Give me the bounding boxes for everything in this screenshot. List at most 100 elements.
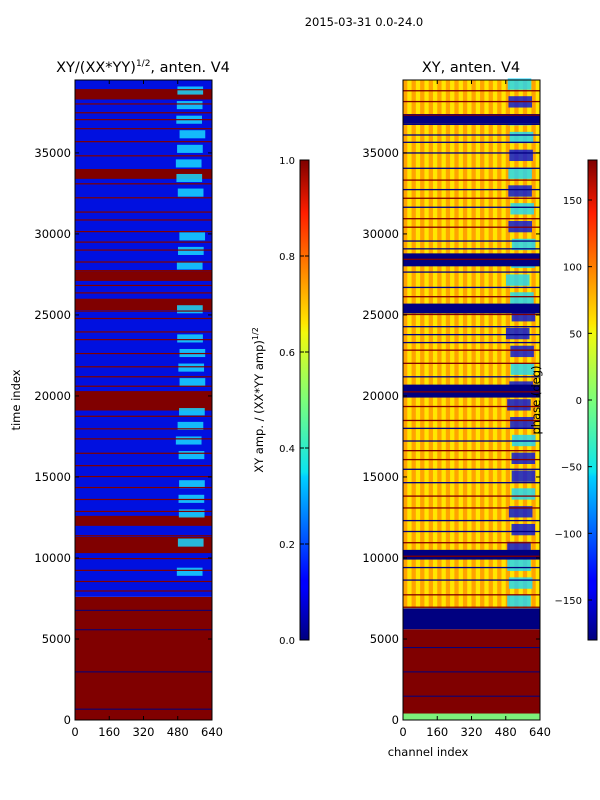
heat-line — [403, 197, 540, 199]
heat-stripe-orange — [445, 80, 451, 609]
heat-line — [403, 507, 540, 509]
heat-line-red — [75, 452, 212, 454]
heat-stripe-orange — [531, 80, 536, 609]
heat-patch-blue — [507, 541, 531, 554]
heat-line — [403, 240, 540, 242]
heat-patch-blue — [507, 595, 531, 607]
heat-line — [403, 123, 540, 126]
heat-stripe-orange — [437, 80, 442, 609]
heat-stripe-orange — [488, 80, 493, 609]
heat-patch-cyan — [177, 538, 204, 547]
y-tick-label: 15000 — [34, 470, 71, 484]
heat-patch-blue — [511, 523, 536, 536]
heat-line-red — [75, 385, 212, 387]
left-colorbar-gradient — [299, 159, 310, 641]
heat-line-red — [75, 590, 212, 592]
heat-line — [403, 482, 540, 484]
right-heatmap — [403, 78, 540, 720]
y-tick-label: 20000 — [362, 389, 399, 403]
heat-patch-cyan — [179, 130, 206, 139]
heat-patch-blue — [511, 452, 536, 464]
heat-line-red — [75, 169, 212, 171]
heat-patch-cyan — [177, 86, 204, 95]
heat-line-red — [75, 438, 212, 440]
x-tick-label: 0 — [399, 725, 406, 739]
heat-stripe-orange — [522, 80, 528, 609]
heat-line-red — [75, 211, 212, 213]
heat-line-red — [75, 498, 212, 501]
heat-band-lower — [75, 596, 212, 720]
y-tick-label: 30000 — [362, 227, 399, 241]
heat-line-red — [75, 141, 212, 143]
heat-line-red — [75, 535, 212, 537]
heat-line-red — [75, 310, 212, 312]
heat-line — [403, 376, 540, 378]
heat-line — [403, 419, 540, 422]
heat-line-red — [75, 557, 212, 560]
heat-patch-blue — [508, 167, 532, 179]
heat-line-red — [75, 406, 212, 409]
heat-line — [403, 542, 540, 544]
heat-line-red — [75, 366, 212, 368]
heat-patch-blue — [509, 131, 534, 144]
heat-line — [403, 326, 540, 328]
heat-patch-cyan — [179, 407, 205, 416]
heat-stripe-orange — [454, 80, 459, 609]
right-colorbar: −150 −100 −50 0 50 100 150 phase (deg) — [529, 159, 598, 641]
colorbar-tick-label: 0.0 — [279, 636, 295, 647]
colorbar-tick-label: −150 — [555, 596, 582, 607]
heat-line-red — [75, 580, 212, 583]
heat-patch-cyan — [177, 188, 204, 197]
left-panel-title: XY/(XX*YY)1/2, anten. V4 — [56, 59, 230, 76]
heat-line-red — [75, 128, 212, 130]
heat-line-red — [75, 300, 212, 302]
heat-band-red — [75, 515, 212, 526]
y-tick-label: 25000 — [34, 308, 71, 322]
heat-band-lower — [403, 629, 540, 720]
colorbar-tick-label: 0.2 — [279, 540, 295, 551]
heat-line — [403, 226, 540, 228]
heat-line-red — [75, 331, 212, 333]
heat-patch-blue — [511, 238, 536, 251]
colorbar-tick-label: 0.6 — [279, 348, 295, 359]
heat-line — [403, 134, 540, 136]
heat-band-red — [75, 271, 212, 281]
heat-line-red — [75, 292, 212, 294]
heat-line — [403, 90, 540, 92]
heat-line-blue — [75, 708, 212, 710]
heat-stripe-orange — [403, 80, 408, 609]
left-axes: 0 160 320 480 640 0 5000 10000 15000 20000 25000 30… — [34, 80, 223, 739]
y-tick-label: 20000 — [34, 389, 71, 403]
heat-stripe-orange — [514, 80, 519, 609]
heat-line — [403, 152, 540, 154]
heat-line-red — [75, 352, 212, 355]
heat-patch-blue — [507, 78, 532, 90]
colorbar-tick-label: 0.4 — [279, 444, 295, 455]
x-tick-label: 320 — [133, 725, 155, 739]
heat-patch-blue — [508, 506, 533, 518]
x-tick-label: 0 — [71, 725, 78, 739]
heat-line-red — [75, 219, 212, 221]
heat-patch-cyan — [179, 378, 206, 387]
heat-patch-blue — [511, 470, 536, 482]
heat-band-red — [75, 169, 212, 179]
heat-line — [403, 296, 540, 298]
heat-line-red — [75, 261, 212, 263]
heat-patch-cyan — [176, 101, 203, 110]
heat-patch-blue — [507, 399, 531, 411]
right-colorbar-ticks: −150 −100 −50 0 50 100 150 — [555, 196, 592, 607]
heat-patch-blue — [505, 274, 530, 286]
heat-line-red — [75, 395, 212, 397]
heat-line-red — [75, 549, 212, 551]
left-colorbar-ticks: 0.0 0.2 0.4 0.6 0.8 1.0 — [279, 156, 309, 647]
y-tick-label: 10000 — [362, 551, 399, 565]
heat-patch-blue — [510, 292, 534, 304]
heat-line-red — [75, 249, 212, 251]
heat-patch-cyan — [175, 436, 202, 445]
left-heatmap — [75, 80, 212, 720]
heat-line — [403, 258, 540, 260]
heat-line-red — [75, 524, 212, 526]
heat-patch-cyan — [176, 173, 203, 183]
heat-stripe-orange — [480, 80, 485, 609]
heat-line — [403, 271, 540, 273]
